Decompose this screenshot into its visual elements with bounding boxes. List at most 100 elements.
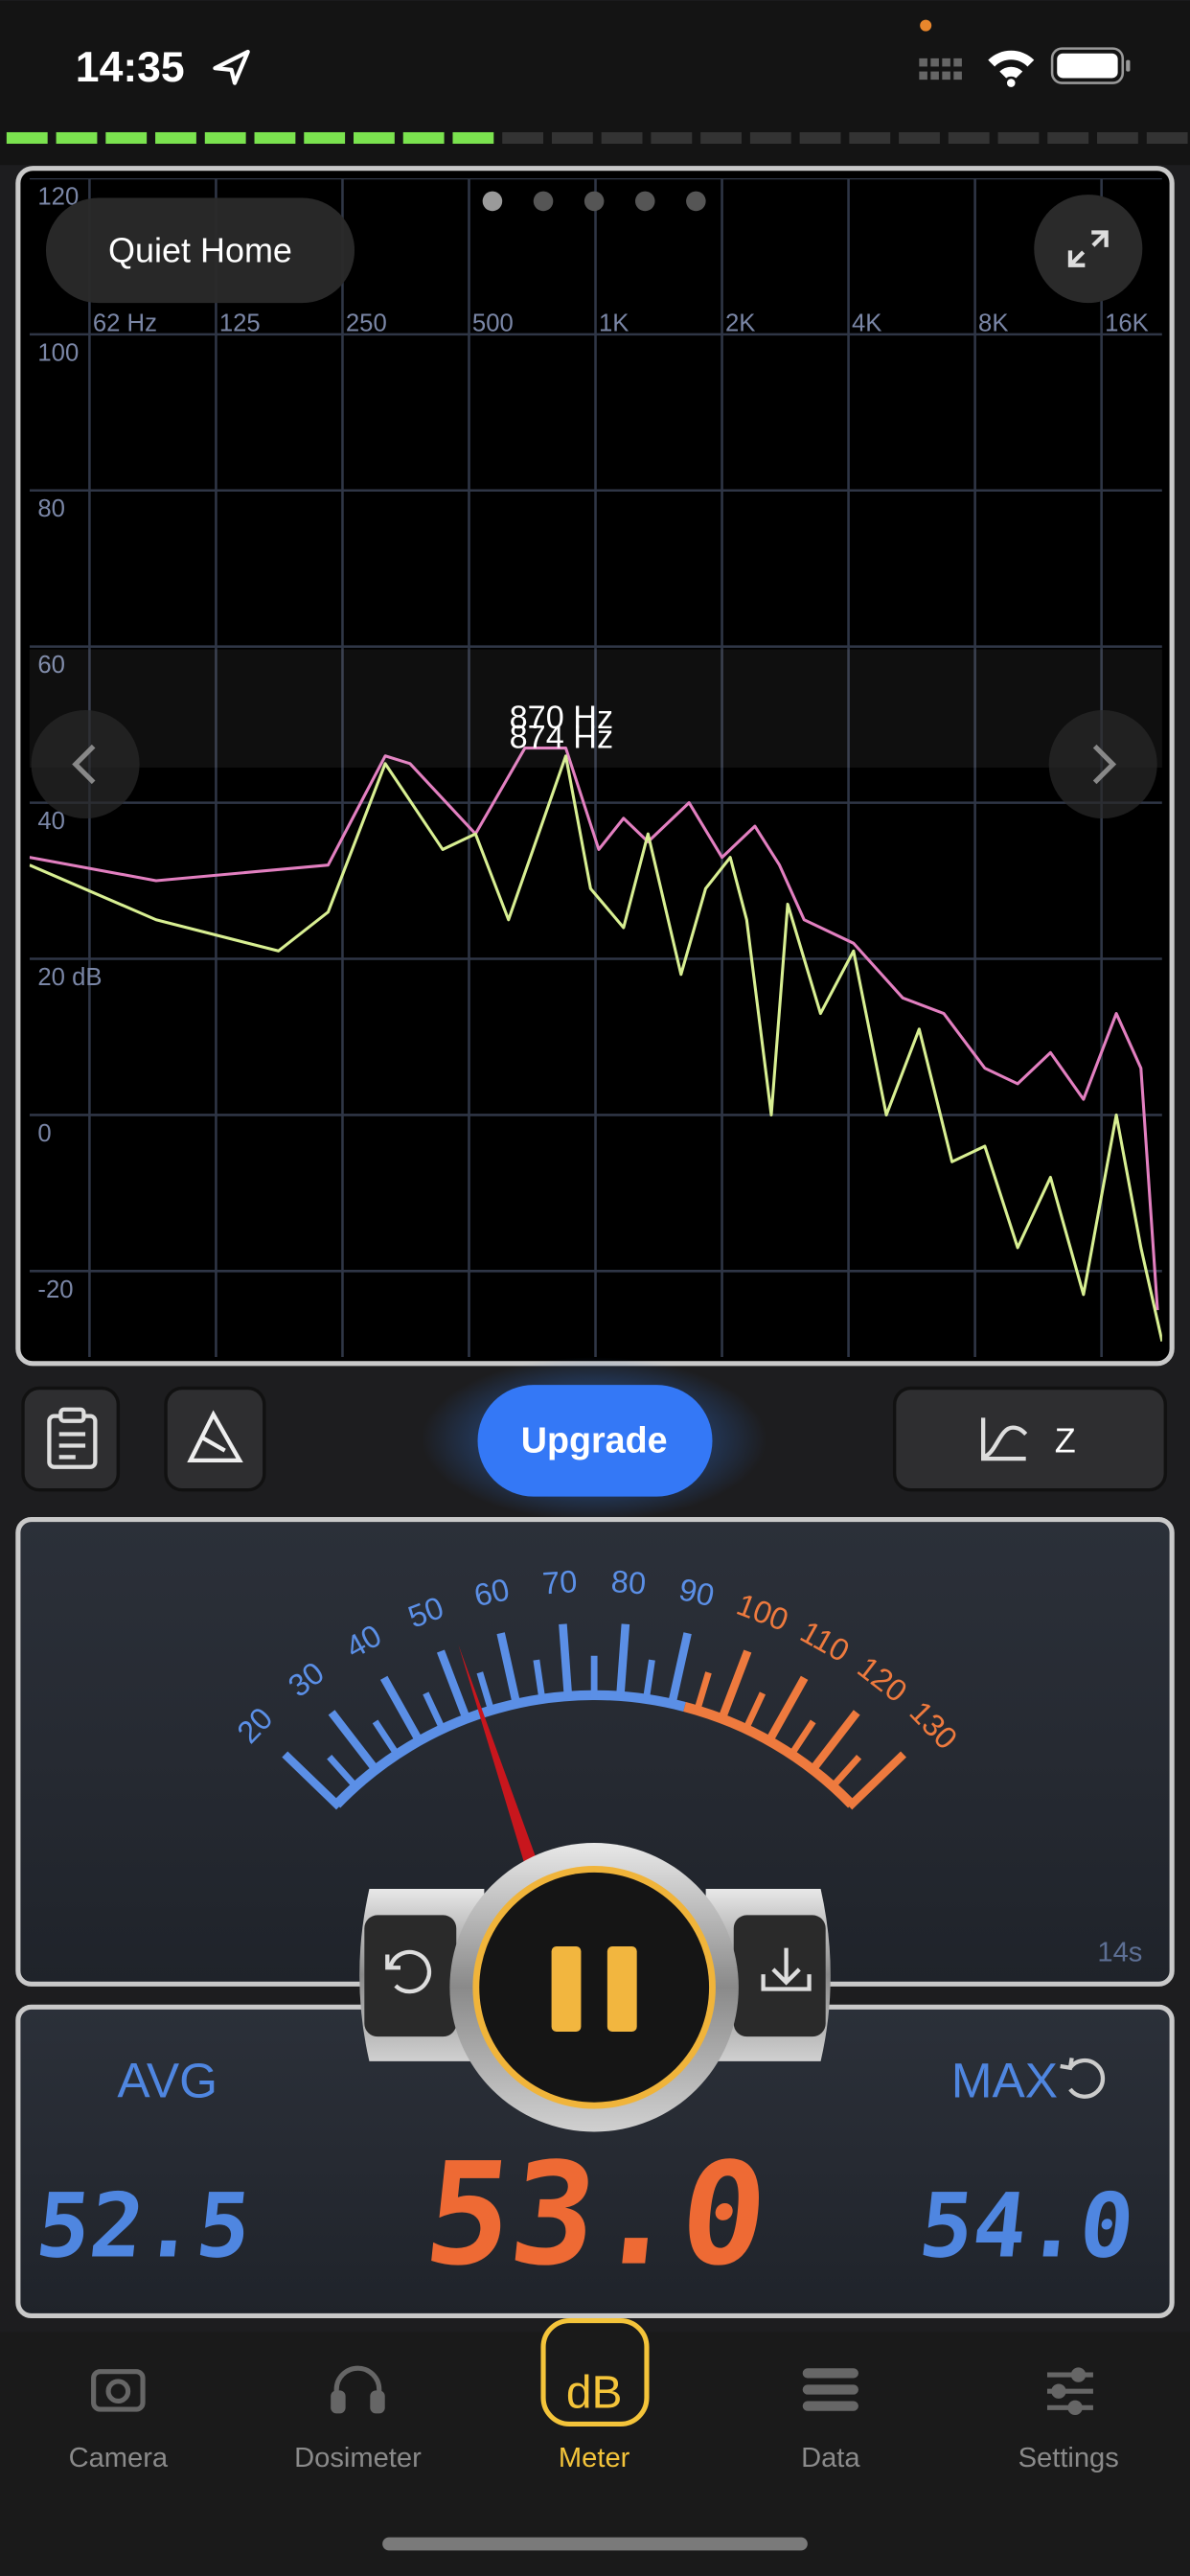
- battery-level: [1057, 53, 1118, 79]
- gauge-tick-label: 90: [676, 1572, 718, 1613]
- gauge-major-tick: [559, 1623, 573, 1700]
- gauge-major-tick: [615, 1623, 630, 1700]
- home-indicator: [382, 2537, 808, 2551]
- level-segment: [254, 131, 296, 144]
- level-segment: [155, 131, 196, 144]
- gauge-tick-label: 70: [541, 1564, 579, 1601]
- next-icon: [1092, 744, 1117, 785]
- x-tick-label: 500: [472, 310, 514, 336]
- gauge-minor-tick: [693, 1671, 712, 1714]
- level-segment: [651, 131, 693, 144]
- status-area: [0, 0, 1190, 166]
- location-icon: [213, 49, 250, 85]
- gauge-minor-tick: [787, 1719, 816, 1760]
- peak-label: 874 Hz: [510, 719, 614, 755]
- wifi-icon: [988, 50, 1035, 87]
- preset-name: Quiet Home: [108, 230, 292, 269]
- avg-label: AVG: [117, 2053, 217, 2108]
- level-segment: [849, 131, 891, 144]
- x-tick-label: 8K: [978, 310, 1008, 336]
- level-segment: [6, 131, 48, 144]
- gauge-minor-tick: [327, 1755, 360, 1791]
- next-button[interactable]: [1048, 709, 1157, 819]
- x-tick-label: 2K: [725, 310, 755, 336]
- gauge-major-tick: [282, 1751, 342, 1810]
- weighting-label: Z: [1055, 1420, 1076, 1460]
- max-label: MAX: [951, 2053, 1058, 2108]
- gauge-minor-tick: [372, 1719, 402, 1760]
- gauge-minor-tick: [642, 1659, 655, 1703]
- gauge-major-tick: [717, 1649, 752, 1724]
- level-segment: [402, 131, 445, 144]
- gauge-major-tick: [436, 1649, 472, 1724]
- battery-cap: [1126, 59, 1131, 72]
- weighting-button[interactable]: [892, 1386, 1168, 1492]
- pause-button[interactable]: [479, 1872, 710, 2103]
- clock: 14:35: [76, 44, 185, 91]
- pause-bar: [551, 1945, 582, 2033]
- tab-label[interactable]: Meter: [559, 2443, 630, 2473]
- eraser-button[interactable]: [164, 1386, 266, 1492]
- tab-label[interactable]: Dosimeter: [294, 2443, 422, 2473]
- expand-button[interactable]: [1034, 195, 1143, 304]
- prev-icon: [72, 744, 96, 785]
- y-tick-label: 20 dB: [37, 964, 102, 991]
- tab-items: Camera Dosimeter Meter Data Settings: [69, 2443, 1119, 2473]
- clipboard-button[interactable]: [21, 1386, 121, 1492]
- gauge-major-tick: [846, 1751, 906, 1810]
- weighting-icon: [981, 1417, 1028, 1461]
- gauge-major-tick: [764, 1675, 809, 1746]
- gauge-major-tick: [379, 1675, 424, 1746]
- gauge-minor-tick: [828, 1755, 862, 1791]
- x-tick-label: 4K: [852, 310, 881, 336]
- level-segment: [452, 131, 494, 144]
- level-bar: [6, 131, 1188, 144]
- reset-icon: [385, 1949, 432, 1994]
- tab-label[interactable]: Camera: [69, 2443, 169, 2473]
- level-segment: [551, 131, 593, 144]
- avg-value: 52.5: [32, 2174, 256, 2278]
- clipboard-icon: [47, 1407, 98, 1469]
- y-tick-label: 100: [37, 339, 79, 366]
- x-tick-label: 125: [219, 310, 261, 336]
- y-tick-label: 80: [37, 495, 65, 522]
- gauge-needle: [458, 1644, 538, 1869]
- tab-label[interactable]: Data: [801, 2443, 860, 2473]
- spectrum-line: [29, 747, 1159, 1311]
- gauge-major-tick: [328, 1710, 381, 1775]
- meter-icon-text: dB: [566, 2367, 623, 2418]
- y-tick-label: 0: [37, 1120, 51, 1147]
- gauge-tick-label: 80: [610, 1564, 648, 1601]
- level-segment: [997, 131, 1040, 144]
- reset-button[interactable]: [364, 1915, 457, 2037]
- gauge-arc: [683, 1701, 856, 1808]
- x-tick-label: 16K: [1105, 310, 1149, 336]
- gauge-minor-tick: [533, 1659, 546, 1703]
- gauge-minor-tick: [741, 1691, 767, 1734]
- preset-pill[interactable]: [45, 197, 355, 304]
- current-value: 53.0: [418, 2132, 775, 2297]
- level-segment: [799, 131, 841, 144]
- max-value: 54.0: [915, 2174, 1139, 2278]
- gauge-major-tick: [807, 1710, 860, 1775]
- reset-max-icon[interactable]: [1060, 2058, 1106, 2099]
- gauge-major-tick: [496, 1632, 521, 1709]
- level-segment: [700, 131, 742, 144]
- peak-label: 870 Hz: [510, 700, 614, 736]
- signal-icon: [919, 58, 962, 80]
- upgrade-button[interactable]: [477, 1385, 713, 1497]
- level-segment: [601, 131, 643, 144]
- level-segment: [502, 131, 544, 144]
- x-tick-label: 62 Hz: [93, 310, 157, 336]
- tab-label[interactable]: Settings: [1018, 2443, 1119, 2473]
- pause-bar: [606, 1945, 637, 2033]
- prev-button[interactable]: [31, 709, 140, 819]
- gauge-tick-label: 60: [471, 1572, 513, 1613]
- peak-band: [29, 649, 1162, 768]
- mic-indicator: [920, 19, 932, 32]
- meter-tab-icon: [540, 2317, 650, 2427]
- level-segment: [749, 131, 791, 144]
- gauge-major-tick: [667, 1632, 692, 1709]
